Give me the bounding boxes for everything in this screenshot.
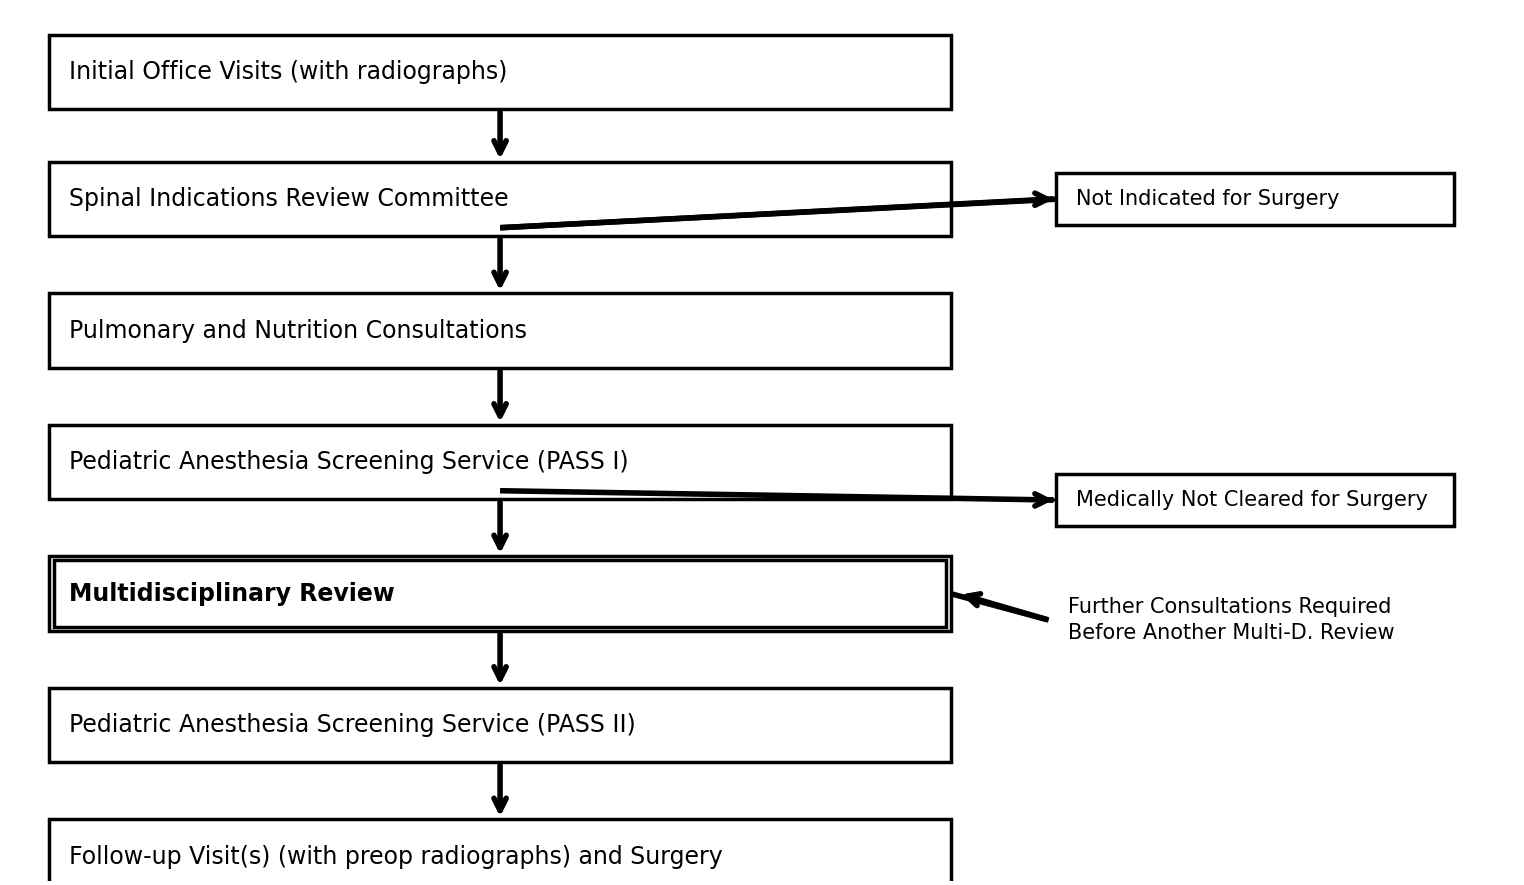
FancyBboxPatch shape: [49, 294, 951, 368]
Text: Pulmonary and Nutrition Consultations: Pulmonary and Nutrition Consultations: [69, 319, 527, 342]
Text: Follow-up Visit(s) (with preop radiographs) and Surgery: Follow-up Visit(s) (with preop radiograp…: [69, 844, 722, 869]
FancyBboxPatch shape: [49, 162, 951, 236]
FancyBboxPatch shape: [1056, 173, 1454, 225]
Text: Pediatric Anesthesia Screening Service (PASS II): Pediatric Anesthesia Screening Service (…: [69, 713, 636, 737]
Text: Not Indicated for Surgery: Not Indicated for Surgery: [1076, 189, 1340, 209]
Text: Initial Office Visits (with radiographs): Initial Office Visits (with radiographs): [69, 60, 507, 84]
FancyBboxPatch shape: [49, 820, 951, 885]
FancyBboxPatch shape: [49, 35, 951, 110]
Text: Medically Not Cleared for Surgery: Medically Not Cleared for Surgery: [1076, 490, 1428, 510]
Text: Spinal Indications Review Committee: Spinal Indications Review Committee: [69, 188, 509, 212]
FancyBboxPatch shape: [49, 425, 951, 499]
Text: Multidisciplinary Review: Multidisciplinary Review: [69, 581, 395, 605]
Text: Further Consultations Required
Before Another Multi-D. Review: Further Consultations Required Before An…: [1068, 596, 1394, 643]
FancyBboxPatch shape: [1056, 474, 1454, 526]
FancyBboxPatch shape: [49, 688, 951, 763]
FancyBboxPatch shape: [49, 557, 951, 631]
Text: Pediatric Anesthesia Screening Service (PASS I): Pediatric Anesthesia Screening Service (…: [69, 450, 628, 474]
